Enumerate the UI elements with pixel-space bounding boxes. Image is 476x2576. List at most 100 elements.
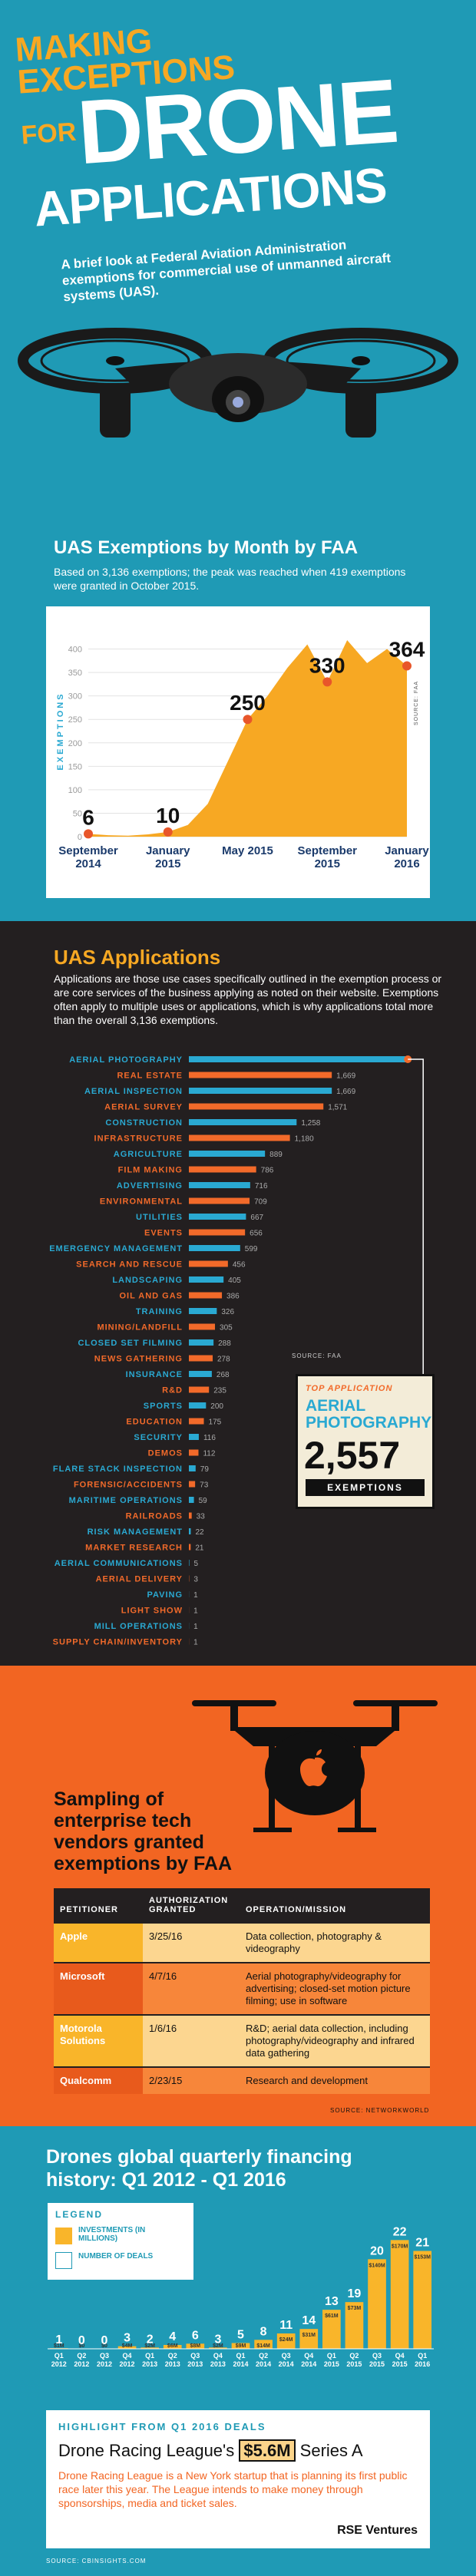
table-cell: Aerial photography/videography for adver…: [240, 1962, 430, 2015]
y-tick-label: 50: [73, 809, 82, 818]
y-tick-label: 200: [68, 739, 82, 748]
data-label: 6: [82, 805, 94, 829]
value-label: 386: [226, 1293, 240, 1301]
investment-bar: [368, 2259, 386, 2349]
deals-label: 3: [124, 2332, 131, 2345]
table-row: Microsoft 4/7/16 Aerial photography/videog…: [54, 1962, 430, 2015]
x-tick-label: Q1 2012: [51, 2352, 67, 2368]
source: SOURCE: FAA: [292, 1352, 342, 1359]
y-tick-label: 0: [78, 833, 82, 842]
investment-label: $2M: [213, 2343, 223, 2349]
bar: [189, 1323, 216, 1330]
category-label: MILL OPERATIONS: [94, 1622, 183, 1631]
value-label: 405: [228, 1276, 241, 1285]
bar: [189, 1465, 196, 1471]
column-header: PETITIONER: [60, 1905, 119, 1914]
value-label: 786: [261, 1167, 274, 1175]
value-label: 326: [221, 1308, 234, 1316]
bar: [189, 1355, 213, 1362]
category-label: FLARE STACK INSPECTION: [53, 1465, 183, 1474]
bar: [189, 1449, 199, 1456]
data-point: [243, 715, 253, 725]
deals-label: 2: [147, 2333, 154, 2346]
chart-title: Drones global quarterly financing histor…: [46, 2146, 352, 2191]
category-label: AERIAL DELIVERY: [96, 1575, 183, 1584]
data-point: [163, 827, 173, 837]
deals-label: 19: [348, 2287, 362, 2300]
bar: [189, 1119, 297, 1125]
category-label: EVENTS: [144, 1229, 183, 1238]
y-tick-label: 350: [68, 669, 82, 678]
value-label: 5: [194, 1560, 199, 1568]
data-label: 250: [230, 691, 266, 715]
investment-label: $6M: [167, 2343, 178, 2349]
investment-label: $8M: [190, 2343, 201, 2349]
x-tick-label: January 2016: [385, 844, 429, 870]
value-label: 1: [193, 1639, 198, 1647]
bar: [189, 1088, 332, 1094]
bar: [189, 1151, 266, 1157]
x-tick-label: Q1 2013: [142, 2352, 158, 2368]
headline-text: Series A: [299, 2441, 363, 2460]
area: [88, 639, 407, 837]
investment-bar: [390, 2240, 409, 2349]
deals-label: 21: [415, 2237, 429, 2250]
investment-bar: [276, 2333, 296, 2349]
investment-label: $0: [78, 2343, 84, 2349]
deals-label: 11: [279, 2319, 293, 2332]
deals-label: 6: [192, 2329, 199, 2342]
applications-section: [0, 921, 476, 1666]
category-label: INFRASTRUCTURE: [94, 1134, 183, 1144]
x-tick-label: Q2 2015: [346, 2352, 362, 2368]
value-label: 1: [193, 1607, 198, 1616]
value-label: 33: [197, 1513, 206, 1521]
value-label: 889: [269, 1151, 283, 1159]
table-cell: 2/23/15: [143, 2066, 240, 2094]
value-label: 716: [255, 1182, 268, 1191]
value-label: 599: [245, 1245, 258, 1253]
table-cell: 4/7/16: [143, 1962, 240, 2015]
category-label: REAL ESTATE: [117, 1072, 183, 1081]
bar: [189, 1166, 256, 1173]
x-tick-label: Q4 2013: [210, 2352, 226, 2368]
intro: A brief look at Federal Aviation Adminis…: [60, 237, 392, 305]
data-label: 330: [309, 653, 345, 677]
petitioner-cell: Microsoft: [54, 1962, 143, 2015]
value-label: 73: [200, 1481, 209, 1490]
category-label: TRAINING: [136, 1307, 183, 1316]
category-label: NEWS GATHERING: [94, 1355, 183, 1364]
category-label: CONSTRUCTION: [105, 1118, 183, 1128]
deals-label: 20: [370, 2244, 384, 2257]
kicker: FOR: [20, 117, 78, 150]
deals-label: 0: [101, 2334, 108, 2347]
value-label: 1,669: [336, 1072, 355, 1081]
bar: [189, 1512, 192, 1519]
category-label: AERIAL SURVEY: [104, 1103, 183, 1112]
vendor-table: PETITIONER AUTHORIZATION GRANTED OPERATION…: [54, 1888, 430, 2094]
investment-label: $140M: [369, 2263, 385, 2268]
investment-bar: [163, 2345, 182, 2349]
bar: [189, 1245, 240, 1251]
value-label: 709: [254, 1198, 267, 1207]
category-label: AGRICULTURE: [114, 1150, 183, 1159]
x-tick-label: September 2015: [297, 844, 358, 870]
y-tick-label: 400: [68, 646, 82, 655]
deals-label: 1: [55, 2333, 62, 2346]
highlight-headline: Drone Racing League's $5.6M Series A: [58, 2439, 363, 2462]
value-label: 667: [250, 1214, 263, 1222]
value-label: 235: [213, 1387, 226, 1395]
x-tick-label: Q2 2014: [256, 2352, 272, 2368]
y-tick-label: 300: [68, 692, 82, 702]
investment-label: $4M: [122, 2343, 133, 2349]
x-tick-label: Q3 2015: [369, 2352, 385, 2368]
legend-label: INVESTMENTS (IN MILLIONS): [78, 2226, 146, 2243]
deals-label: 3: [214, 2333, 221, 2346]
investment-label: $24M: [279, 2337, 293, 2343]
value-label: 1: [193, 1623, 198, 1631]
investment-label: $0: [101, 2343, 107, 2349]
chart-subtitle: Applications are those use cases specifi…: [54, 973, 442, 1026]
category-label: MARITIME OPERATIONS: [69, 1496, 183, 1505]
bar: [189, 1292, 223, 1299]
category-label: EDUCATION: [126, 1418, 183, 1427]
